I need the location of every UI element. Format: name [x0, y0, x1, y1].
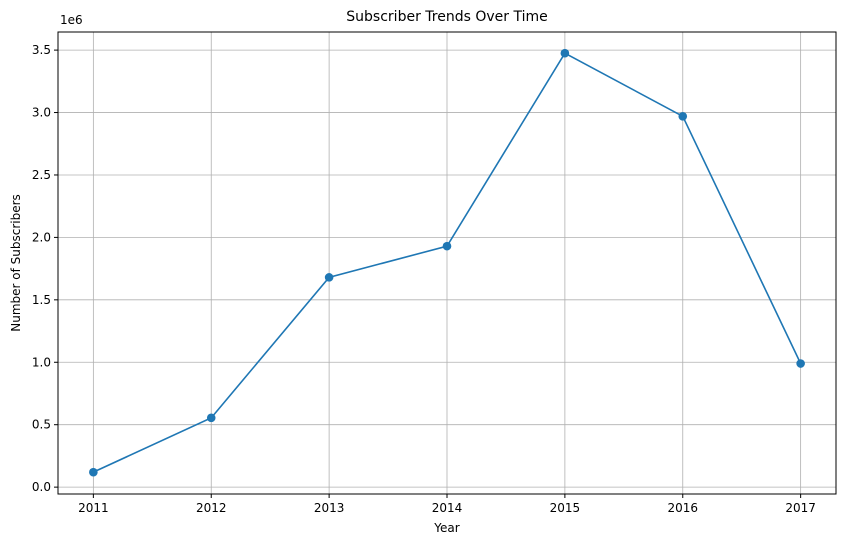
y-tick-label: 3.5 — [32, 43, 51, 57]
data-point — [442, 241, 452, 251]
x-tick-label: 2015 — [550, 501, 581, 515]
tick-layer: 2011 2012 2013 2014 2015 2016 2017 0.0 0.5 1.0 1.5… — [32, 43, 816, 515]
y-tick-label: 0.5 — [32, 418, 51, 432]
y-tick-label: 3.0 — [32, 106, 51, 120]
x-tick-label: 2012 — [196, 501, 227, 515]
x-tick-label: 2013 — [314, 501, 345, 515]
data-point — [89, 467, 98, 477]
y-tick-label: 0.0 — [32, 480, 51, 494]
grid-layer — [58, 32, 836, 494]
x-tick-label: 2016 — [667, 501, 698, 515]
data-point — [796, 359, 805, 368]
y-tick-label: 1.0 — [32, 355, 51, 369]
x-tick-label: 2017 — [785, 501, 816, 515]
x-axis-label: Year — [433, 521, 459, 535]
y-tick-label: 2.5 — [32, 168, 51, 182]
data-point — [324, 273, 334, 282]
data-point — [206, 413, 216, 423]
y-offset-label: 1e6 — [60, 13, 83, 27]
y-tick-label: 2.0 — [32, 230, 51, 244]
y-tick-label: 1.5 — [32, 293, 51, 307]
x-tick-label: 2014 — [432, 501, 463, 515]
series-layer — [89, 48, 805, 477]
data-point — [560, 48, 570, 58]
x-tick-label: 2011 — [78, 501, 109, 515]
chart-title: Subscriber Trends Over Time — [346, 9, 547, 25]
y-axis-label: Number of Subscribers — [9, 194, 23, 332]
data-point — [678, 111, 688, 121]
